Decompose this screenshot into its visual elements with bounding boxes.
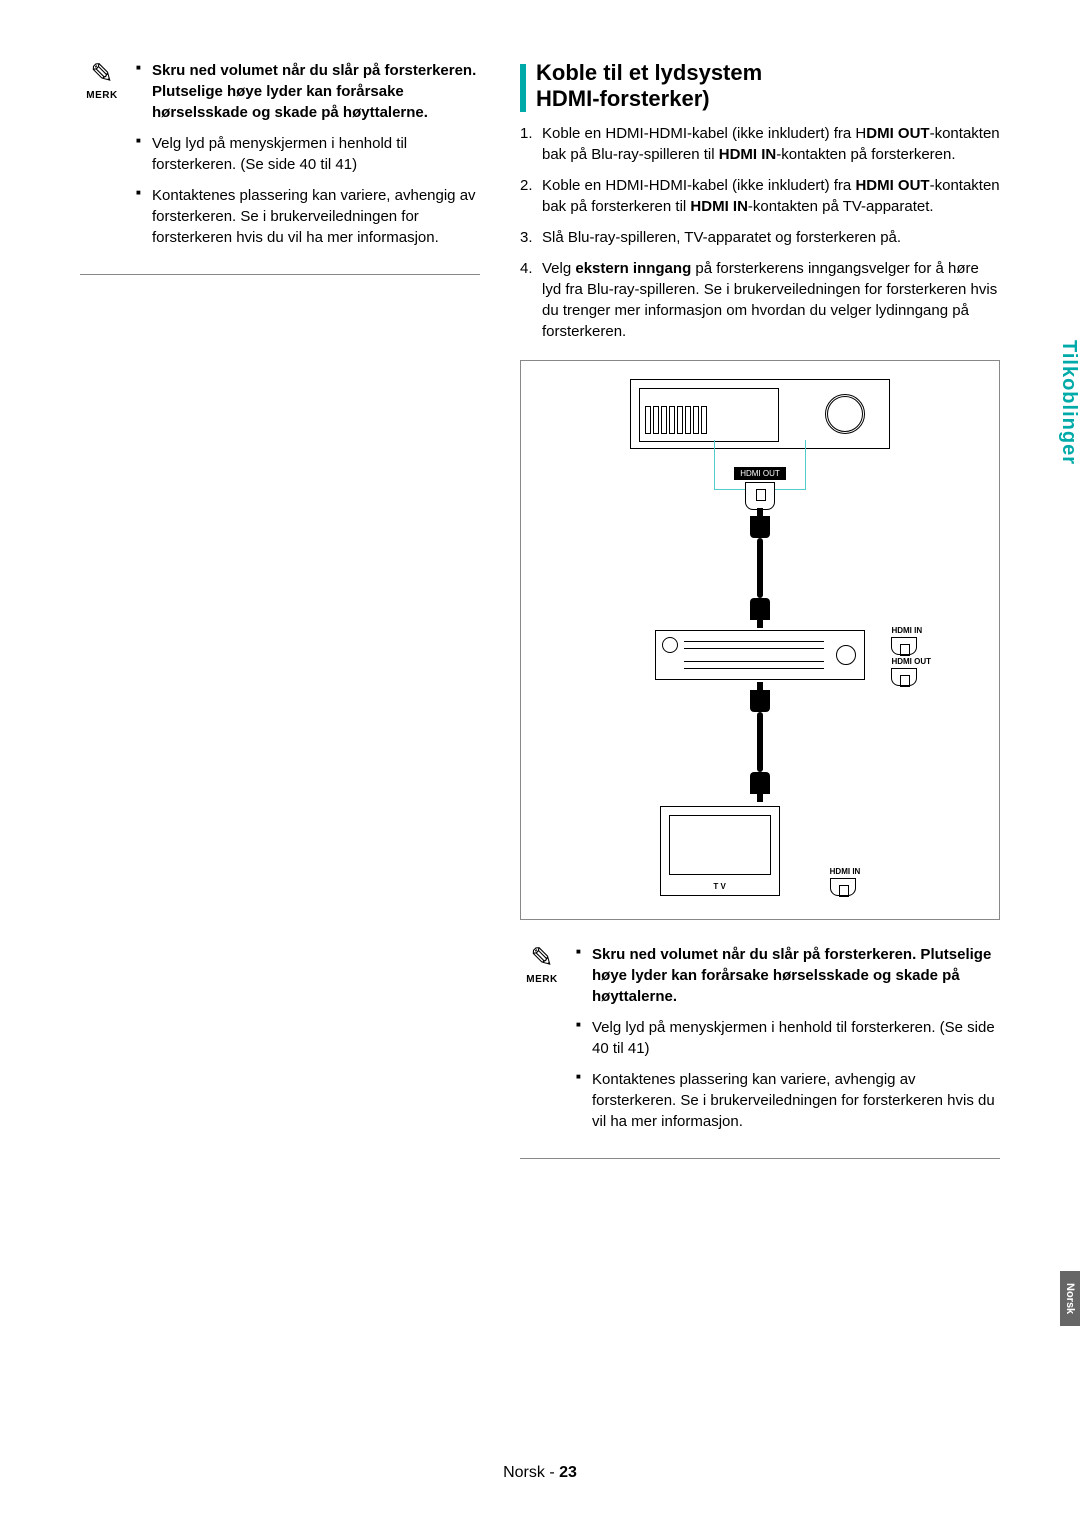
note-pencil-icon: ✎ (520, 944, 564, 972)
tv-port: HDMI IN (830, 867, 861, 896)
page: ✎ MERK Skru ned volumet når du slår på f… (0, 0, 1080, 1199)
tv-label: T V (661, 882, 779, 891)
hdmi-cable-icon (757, 712, 763, 772)
step-text: Koble en HDMI-HDMI-kabel (ikke inkludert… (542, 177, 1000, 215)
step-item: 1. Koble en HDMI-HDMI-kabel (ikke inklude… (520, 123, 1000, 165)
step-text: Velg ekstern inngang på forsterkerens in… (542, 260, 997, 340)
step-number: 1. (520, 123, 533, 144)
step-number: 4. (520, 258, 533, 279)
page-footer: Norsk - 23 (0, 1464, 1080, 1482)
note-item: Kontaktenes plassering kan variere, avhe… (576, 1069, 1000, 1132)
hdmi-port-icon (891, 668, 917, 686)
note-text: Skru ned volumet når du slår på forsterk… (592, 946, 991, 1005)
section-heading: Koble til et lydsystem HDMI-forsterker) (520, 60, 1000, 113)
step-item: 4. Velg ekstern inngang på forsterkerens … (520, 258, 1000, 342)
step-number: 3. (520, 227, 533, 248)
cable-connector-icon (750, 772, 770, 794)
note-list-right: Skru ned volumet når du slår på forsterk… (576, 944, 1000, 1142)
note-block-right-wrap: ✎ MERK Skru ned volumet når du slår på f… (520, 944, 1000, 1159)
note-text: Kontaktenes plassering kan variere, avhe… (152, 187, 476, 246)
note-text: Kontaktenes plassering kan variere, avhe… (592, 1071, 995, 1130)
hdmi-out-label: HDMI OUT (734, 467, 786, 480)
footer-sep: - (545, 1464, 559, 1481)
language-side-tab: Norsk (1060, 1271, 1080, 1326)
note-list-left: Skru ned volumet når du slår på forsterk… (136, 60, 480, 258)
cable-connector-icon (750, 598, 770, 620)
step-item: 3. Slå Blu-ray-spilleren, TV-apparatet og… (520, 227, 1000, 248)
note-icon-column: ✎ MERK (520, 944, 564, 1142)
heading-line2: HDMI-forsterker) (536, 86, 710, 111)
note-block-right: ✎ MERK Skru ned volumet når du slår på f… (520, 944, 1000, 1159)
connection-stack: HDMI OUT HDMI IN HDMI OUT (539, 449, 981, 896)
heading-accent-bar (520, 64, 526, 112)
tv-icon: T V (660, 806, 780, 896)
note-item: Velg lyd på menyskjermen i henhold til f… (136, 133, 480, 175)
left-column: ✎ MERK Skru ned volumet når du slår på f… (80, 60, 480, 1159)
amplifier-icon (655, 630, 865, 680)
note-icon-column: ✎ MERK (80, 60, 124, 258)
note-item: Velg lyd på menyskjermen i henhold til f… (576, 1017, 1000, 1059)
diagram-inner: HDMI OUT HDMI IN HDMI OUT (539, 379, 981, 901)
connection-diagram: HDMI OUT HDMI IN HDMI OUT (520, 360, 1000, 920)
tv-row: T V HDMI IN (660, 806, 861, 896)
hdmi-port-icon (891, 637, 917, 655)
hdmi-port-icon (745, 482, 775, 510)
footer-language: Norsk (503, 1464, 545, 1481)
hdmi-out-label: HDMI OUT (891, 657, 931, 666)
note-item: Skru ned volumet når du slår på forsterk… (576, 944, 1000, 1007)
numbered-steps: 1. Koble en HDMI-HDMI-kabel (ikke inklude… (520, 123, 1000, 342)
note-icon-label: MERK (520, 974, 564, 985)
heading-line1: Koble til et lydsystem (536, 60, 762, 85)
note-block-left: ✎ MERK Skru ned volumet når du slår på f… (80, 60, 480, 275)
hdmi-cable-icon (757, 538, 763, 598)
amplifier-row: HDMI IN HDMI OUT (655, 630, 865, 680)
note-icon-label: MERK (80, 90, 124, 101)
cable-connector-icon (750, 516, 770, 538)
note-text: Velg lyd på menyskjermen i henhold til f… (152, 135, 407, 173)
note-text: Skru ned volumet når du slår på forsterk… (152, 62, 476, 121)
step-number: 2. (520, 175, 533, 196)
hdmi-port-icon (830, 878, 856, 896)
note-pencil-icon: ✎ (80, 60, 124, 88)
step-item: 2. Koble en HDMI-HDMI-kabel (ikke inklude… (520, 175, 1000, 217)
footer-page-number: 23 (559, 1464, 577, 1481)
right-column: Koble til et lydsystem HDMI-forsterker) … (520, 60, 1000, 1159)
note-item: Kontaktenes plassering kan variere, avhe… (136, 185, 480, 248)
step-text: Slå Blu-ray-spilleren, TV-apparatet og f… (542, 229, 901, 246)
amp-ports: HDMI IN HDMI OUT (891, 626, 931, 686)
note-text: Velg lyd på menyskjermen i henhold til f… (592, 1019, 995, 1057)
cable-connector-icon (750, 690, 770, 712)
bluray-player-icon (630, 379, 890, 449)
hdmi-in-label: HDMI IN (830, 867, 861, 876)
heading-text: Koble til et lydsystem HDMI-forsterker) (536, 60, 762, 113)
hdmi-in-label: HDMI IN (891, 626, 931, 635)
section-side-tab: Tilkoblinger (1057, 340, 1080, 465)
step-text: Koble en HDMI-HDMI-kabel (ikke inkludert… (542, 125, 1000, 163)
note-item: Skru ned volumet når du slår på forsterk… (136, 60, 480, 123)
